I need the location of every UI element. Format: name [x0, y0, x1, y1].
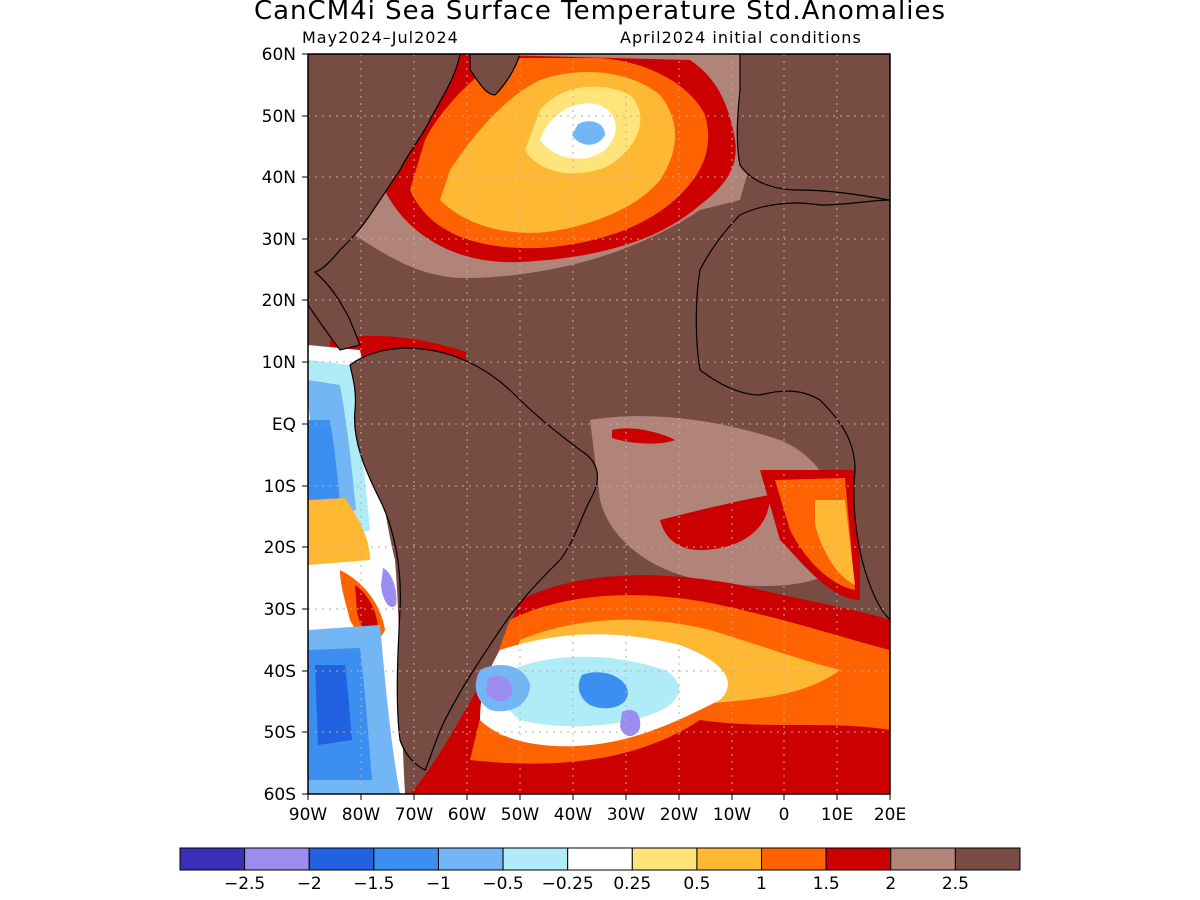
colorbar-label: −2.5 [224, 874, 265, 894]
colorbar-swatch [179, 847, 246, 871]
map-field [308, 54, 890, 794]
anomaly-region [486, 675, 513, 702]
lon-label: 10E [821, 805, 853, 825]
lat-label: 20S [264, 538, 296, 558]
lon-label: 90W [289, 805, 328, 825]
land-africa [695, 199, 890, 621]
lon-ticks [307, 794, 891, 800]
colorbar-label: 0.25 [613, 874, 651, 894]
colorbar-swatch [502, 847, 569, 871]
colorbar-label: −0.25 [542, 874, 594, 894]
anomaly-region [572, 121, 605, 145]
lat-label: 50N [262, 107, 296, 127]
lat-label: 60S [264, 785, 296, 805]
anomaly-region [660, 495, 770, 550]
anomaly-region [308, 498, 370, 565]
anomaly-region [381, 568, 397, 608]
lat-label: 10N [262, 353, 296, 373]
colorbar-swatch [825, 847, 892, 871]
lon-label: 70W [395, 805, 434, 825]
colorbar-swatch [954, 847, 1021, 871]
initial-conditions: April2024 initial conditions [620, 28, 862, 47]
lon-label: 40W [554, 805, 593, 825]
map-title: CanCM4i Sea Surface Temperature Std.Anom… [253, 0, 947, 26]
colorbar [179, 847, 1021, 871]
lat-label: 30S [264, 600, 296, 620]
colorbar-swatch [437, 847, 504, 871]
lat-label: 40N [262, 168, 296, 188]
anomaly-region [315, 665, 352, 745]
colorbar-label: 1 [756, 874, 767, 894]
land-greenland [469, 54, 521, 96]
colorbar-swatch [890, 847, 956, 871]
lon-label: 0 [779, 805, 790, 825]
lat-label: 60N [262, 45, 296, 65]
lat-label: 50S [264, 723, 296, 743]
anomaly-region [308, 420, 340, 510]
anomaly-region [620, 709, 641, 737]
colorbar-label: 2 [885, 874, 896, 894]
land-south-america [349, 347, 598, 771]
colorbar-labels: −2.5 −2 −1.5 −1 −0.5 −0.25 0.25 0.5 1 1.5 2 2.5 [224, 874, 969, 894]
colorbar-swatch [567, 847, 633, 871]
lat-label: 40S [264, 662, 296, 682]
colorbar-label: −1 [426, 874, 451, 894]
graticule [308, 54, 890, 794]
colorbar-label: −1.5 [353, 874, 394, 894]
anomaly-region [578, 672, 628, 709]
lon-label: 20E [874, 805, 906, 825]
colorbar-label: −0.5 [482, 874, 523, 894]
colorbar-swatch [631, 847, 698, 871]
lon-label: 30W [607, 805, 646, 825]
colorbar-swatch [244, 847, 310, 871]
lon-label: 20W [660, 805, 699, 825]
lon-label: 80W [342, 805, 381, 825]
colorbar-label: 2.5 [942, 874, 969, 894]
lon-label: 60W [448, 805, 487, 825]
colorbar-swatch [761, 847, 827, 871]
colorbar-label: 1.5 [813, 874, 840, 894]
lat-label: 30N [262, 230, 296, 250]
forecast-period: May2024–Jul2024 [302, 28, 459, 47]
colorbar-swatch [373, 847, 439, 871]
land-europe [736, 54, 890, 201]
colorbar-swatch [308, 847, 375, 871]
anomaly-region [612, 428, 675, 444]
lon-label: 50W [501, 805, 540, 825]
lat-label: 10S [264, 477, 296, 497]
land-north-america [308, 54, 461, 351]
lat-label: 20N [262, 291, 296, 311]
lon-label: 10W [713, 805, 752, 825]
colorbar-label: −2 [297, 874, 322, 894]
colorbar-label: 0.5 [683, 874, 710, 894]
lat-label: EQ [272, 415, 296, 435]
lat-ticks [302, 53, 308, 795]
colorbar-swatch [696, 847, 763, 871]
anomaly-region [815, 500, 855, 585]
